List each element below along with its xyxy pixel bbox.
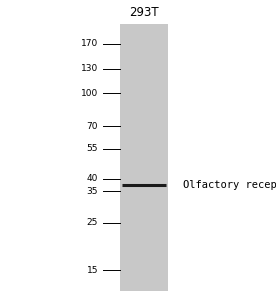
Text: 15: 15: [87, 266, 98, 275]
Text: 170: 170: [81, 39, 98, 48]
Text: 25: 25: [87, 218, 98, 227]
Text: Olfactory receptor 5I1: Olfactory receptor 5I1: [183, 180, 276, 190]
Text: 40: 40: [87, 174, 98, 183]
Text: 70: 70: [87, 122, 98, 131]
Text: 100: 100: [81, 89, 98, 98]
FancyBboxPatch shape: [120, 24, 168, 291]
Text: 55: 55: [87, 145, 98, 154]
Text: 35: 35: [87, 187, 98, 196]
Text: 130: 130: [81, 64, 98, 73]
Text: 293T: 293T: [129, 6, 159, 20]
